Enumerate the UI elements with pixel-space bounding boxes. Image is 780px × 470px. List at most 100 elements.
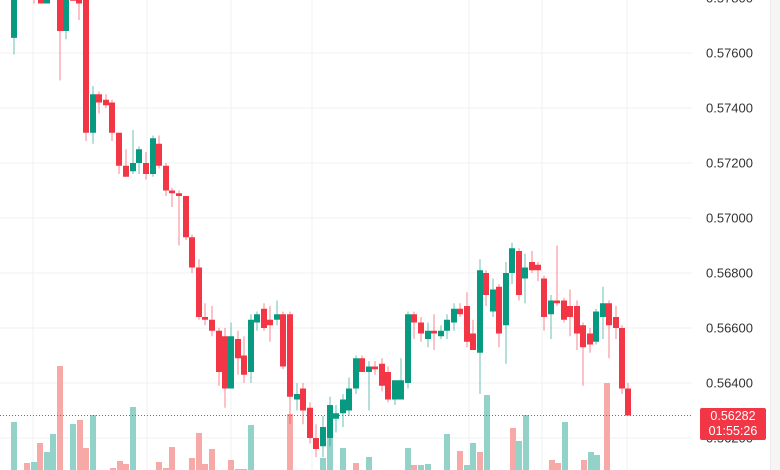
candle-body xyxy=(261,308,267,328)
candle-body xyxy=(580,325,586,348)
volume-bar xyxy=(248,425,254,470)
candle-body xyxy=(606,303,612,326)
candle-body xyxy=(503,273,509,326)
candle-body xyxy=(202,317,208,320)
volume-bar xyxy=(340,448,346,470)
volume-bar xyxy=(70,424,76,470)
candle-body xyxy=(307,407,313,438)
candle-body xyxy=(535,264,541,271)
volume-bar xyxy=(594,455,600,470)
candle-body xyxy=(57,0,63,31)
candle-body xyxy=(438,330,444,337)
chart-canvas[interactable] xyxy=(0,0,692,470)
volume-bar xyxy=(353,463,359,470)
volume-bar xyxy=(31,462,37,470)
volume-bar xyxy=(11,422,17,470)
candle-body xyxy=(392,380,398,400)
volume-bar xyxy=(156,462,162,470)
candle-body xyxy=(109,102,115,133)
candle-body xyxy=(70,0,76,1)
volume-bar xyxy=(464,465,470,470)
candle-body xyxy=(300,388,306,411)
candle-body xyxy=(136,149,142,163)
volume-bar xyxy=(110,468,116,470)
price-tick-label: 0.57800 xyxy=(706,0,753,6)
volume-bar xyxy=(123,464,129,470)
volume-bar xyxy=(57,366,63,470)
candle-body xyxy=(196,267,202,317)
volume-bar xyxy=(425,464,431,470)
candle-body xyxy=(379,363,385,386)
volume-bar xyxy=(366,457,372,470)
candle-body xyxy=(346,388,352,411)
candle-body xyxy=(254,314,260,323)
candle-body xyxy=(411,314,417,323)
candle-body xyxy=(619,328,625,389)
candle-body xyxy=(228,336,234,389)
candle-body xyxy=(425,330,431,339)
candle-body xyxy=(625,388,631,416)
candle-body xyxy=(176,193,182,196)
volume-bar xyxy=(523,415,529,470)
candle-body xyxy=(490,289,496,312)
candle-body xyxy=(464,306,470,342)
volume-bar xyxy=(320,458,326,470)
candle-body xyxy=(222,336,228,389)
price-tick-label: 0.57600 xyxy=(706,45,753,61)
candle-body xyxy=(567,306,573,317)
candle-body xyxy=(529,262,535,271)
candle-body xyxy=(522,267,528,279)
candle-body xyxy=(123,165,129,177)
volume-bar xyxy=(83,448,89,470)
candle-body xyxy=(287,314,293,397)
volume-bar xyxy=(202,464,208,470)
candle-body xyxy=(327,405,333,438)
volume-bar xyxy=(37,443,43,470)
volume-bar xyxy=(163,468,169,470)
candle-body xyxy=(63,0,69,31)
volume-bar xyxy=(130,407,136,470)
candle-body xyxy=(470,333,476,350)
candle-body xyxy=(183,196,189,238)
candle-body xyxy=(405,314,411,383)
candle-body xyxy=(209,319,215,331)
volume-bar xyxy=(604,383,610,470)
candle-body xyxy=(353,358,359,389)
volume-bar xyxy=(44,452,50,470)
candle-body xyxy=(313,438,319,449)
candle-body xyxy=(150,138,156,174)
volume-bar xyxy=(457,451,463,470)
candle-body xyxy=(600,303,606,317)
volume-bar xyxy=(117,461,123,470)
candle-body xyxy=(280,314,286,367)
volume-bar xyxy=(444,434,450,470)
candle-body xyxy=(241,355,247,375)
volume-bar xyxy=(470,443,476,470)
volume-bar xyxy=(549,460,555,470)
volume-bar xyxy=(196,433,202,470)
volume-bar xyxy=(516,441,522,470)
candle-body xyxy=(76,0,82,4)
price-axis[interactable]: 0.57800 0.57600 0.57400 0.57200 0.57000 0.568… xyxy=(692,0,770,470)
candle-body xyxy=(83,0,89,133)
candle-body xyxy=(561,300,567,320)
candle-body xyxy=(169,190,175,194)
candlestick-chart[interactable] xyxy=(0,0,692,470)
volume-bar xyxy=(418,465,424,470)
candle-body xyxy=(451,308,457,323)
price-tick-label: 0.57200 xyxy=(706,155,753,171)
candle-body xyxy=(372,366,378,370)
candle-body xyxy=(613,317,619,328)
candle-body xyxy=(38,0,44,4)
candle-body xyxy=(294,394,300,400)
volume-bar xyxy=(77,420,83,470)
candle-body xyxy=(444,319,450,331)
candle-body xyxy=(90,94,96,133)
volume-bar xyxy=(90,415,96,470)
candle-body xyxy=(457,308,463,315)
price-tick-label: 0.57400 xyxy=(706,100,753,116)
candle-body xyxy=(477,270,483,353)
candle-body xyxy=(431,330,437,334)
volume-bar xyxy=(477,452,483,470)
candle-body xyxy=(189,237,195,268)
